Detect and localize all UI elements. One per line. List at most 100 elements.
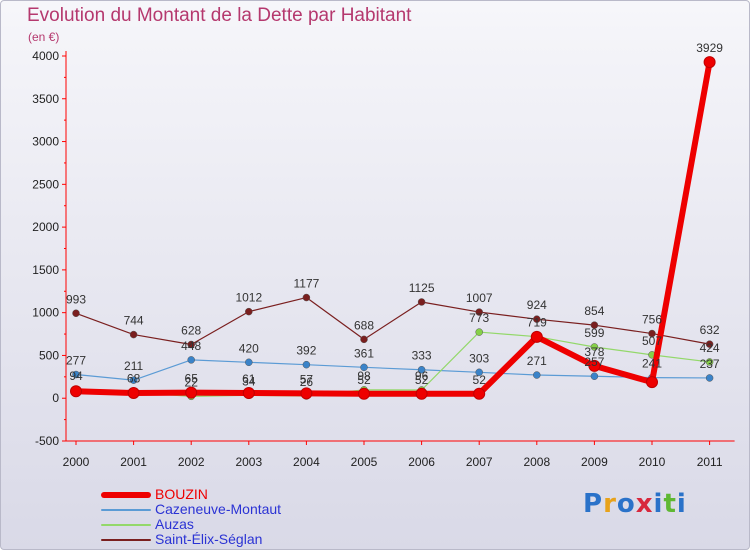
data-point-saint-elix-seglan — [648, 329, 656, 338]
data-point-bouzin — [703, 56, 716, 69]
data-label-saint-elix-seglan: 628 — [181, 323, 201, 337]
data-label-cazeneuve-montaut: 333 — [412, 349, 432, 363]
data-label-bouzin: 57 — [300, 372, 314, 386]
data-label-auzas: 424 — [700, 341, 720, 355]
x-tick-label: 2002 — [178, 455, 205, 469]
data-label-saint-elix-seglan: 688 — [354, 318, 374, 332]
data-label-bouzin: 65 — [185, 372, 199, 386]
y-tick-label: 3000 — [32, 135, 59, 149]
y-tick-label: 1000 — [32, 306, 59, 320]
data-point-bouzin — [473, 387, 486, 400]
data-point-bouzin — [300, 387, 313, 400]
y-tick-label: 2500 — [32, 177, 59, 191]
data-label-auzas: 68 — [127, 371, 141, 385]
chart-title: Evolution du Montant de la Dette par Hab… — [27, 5, 412, 26]
legend-swatch — [101, 492, 151, 498]
series-line-cazeneuve-montaut — [75, 359, 711, 381]
data-point-saint-elix-seglan — [705, 340, 714, 348]
data-label-saint-elix-seglan: 744 — [124, 314, 144, 328]
y-tick-label: 500 — [39, 348, 59, 362]
y-tick-label: 1500 — [32, 263, 59, 277]
x-tick-label: 2005 — [351, 455, 378, 469]
y-tick-label: 4000 — [32, 49, 59, 63]
data-point-cazeneuve-montaut — [129, 376, 138, 384]
data-point-saint-elix-seglan — [475, 308, 483, 316]
legend-swatch — [101, 524, 151, 526]
data-point-bouzin — [588, 359, 601, 372]
data-point-cazeneuve-montaut — [533, 371, 541, 379]
data-label-bouzin: 52 — [473, 373, 487, 387]
data-point-bouzin — [127, 387, 140, 400]
legend-label: Auzas — [155, 516, 194, 532]
data-label-bouzin: 52 — [357, 373, 371, 387]
legend-label: BOUZIN — [155, 486, 208, 502]
legend-label: Cazeneuve-Montaut — [155, 501, 282, 517]
data-point-saint-elix-seglan — [360, 335, 368, 344]
data-label-bouzin: 378 — [584, 345, 604, 359]
series-line-saint-elix-seglan — [75, 296, 711, 346]
data-label-cazeneuve-montaut: 257 — [584, 355, 604, 369]
data-label-saint-elix-seglan: 632 — [700, 323, 720, 337]
data-point-saint-elix-seglan — [187, 340, 195, 349]
data-point-cazeneuve-montaut — [72, 370, 80, 379]
data-label-cazeneuve-montaut: 420 — [239, 341, 259, 355]
data-label-cazeneuve-montaut: 277 — [66, 354, 86, 368]
x-tick-label: 2003 — [235, 455, 262, 469]
data-label-auzas: 22 — [185, 375, 199, 389]
legend-swatch — [101, 539, 151, 541]
data-point-cazeneuve-montaut — [245, 358, 253, 367]
data-label-auzas: 34 — [242, 374, 256, 388]
data-label-auzas: 507 — [642, 334, 662, 348]
x-tick-label: 2011 — [697, 455, 723, 469]
data-point-cazeneuve-montaut — [705, 374, 714, 382]
data-point-saint-elix-seglan — [590, 321, 599, 329]
data-label-auzas: 719 — [527, 316, 547, 330]
data-point-auzas — [705, 358, 714, 366]
logo-letter: o — [616, 489, 636, 519]
series-line-bouzin — [73, 59, 713, 397]
data-label-cazeneuve-montaut: 271 — [527, 354, 547, 368]
data-point-auzas — [590, 343, 599, 351]
data-point-cazeneuve-montaut — [475, 368, 483, 377]
logo-letter: x — [635, 489, 654, 519]
proxiti-logo: Proxiti — [583, 489, 687, 519]
logo-letter: t — [663, 489, 677, 519]
data-point-bouzin — [530, 330, 543, 343]
logo-letter: i — [653, 489, 664, 519]
legend-swatch — [101, 509, 151, 511]
data-label-bouzin: 3929 — [696, 41, 723, 55]
data-label-auzas: 26 — [300, 375, 314, 389]
data-label-cazeneuve-montaut: 361 — [354, 346, 374, 360]
data-label-saint-elix-seglan: 993 — [66, 292, 86, 306]
data-label-cazeneuve-montaut: 303 — [469, 351, 489, 365]
data-label-auzas: 96 — [415, 369, 429, 383]
data-point-bouzin — [242, 387, 255, 400]
data-label-saint-elix-seglan: 1007 — [466, 291, 493, 305]
data-label-cazeneuve-montaut: 211 — [124, 359, 143, 373]
data-label-saint-elix-seglan: 1177 — [293, 277, 319, 291]
data-label-cazeneuve-montaut: 241 — [642, 357, 662, 371]
data-point-cazeneuve-montaut — [590, 372, 599, 380]
data-point-cazeneuve-montaut — [360, 363, 368, 372]
data-label-cazeneuve-montaut: 448 — [181, 339, 201, 353]
x-tick-label: 2006 — [408, 455, 435, 469]
data-label-auzas: 94 — [69, 369, 83, 383]
logo-letter: P — [583, 489, 604, 519]
x-tick-label: 2004 — [293, 455, 320, 469]
y-tick-label: 3500 — [32, 92, 59, 106]
data-point-bouzin — [415, 387, 428, 400]
legend-label: Saint-Élix-Séglan — [155, 531, 263, 547]
data-point-saint-elix-seglan — [302, 293, 311, 302]
data-label-saint-elix-seglan: 1012 — [235, 291, 262, 305]
data-label-bouzin: 52 — [415, 373, 429, 387]
data-point-cazeneuve-montaut — [187, 356, 195, 364]
data-point-saint-elix-seglan — [245, 307, 253, 316]
data-point-cazeneuve-montaut — [417, 365, 426, 374]
data-point-saint-elix-seglan — [533, 315, 541, 323]
x-tick-label: 2008 — [523, 455, 550, 469]
data-point-saint-elix-seglan — [72, 309, 80, 318]
data-label-auzas: 599 — [584, 326, 604, 340]
data-point-bouzin — [646, 376, 658, 389]
data-label-saint-elix-seglan: 854 — [584, 304, 604, 318]
